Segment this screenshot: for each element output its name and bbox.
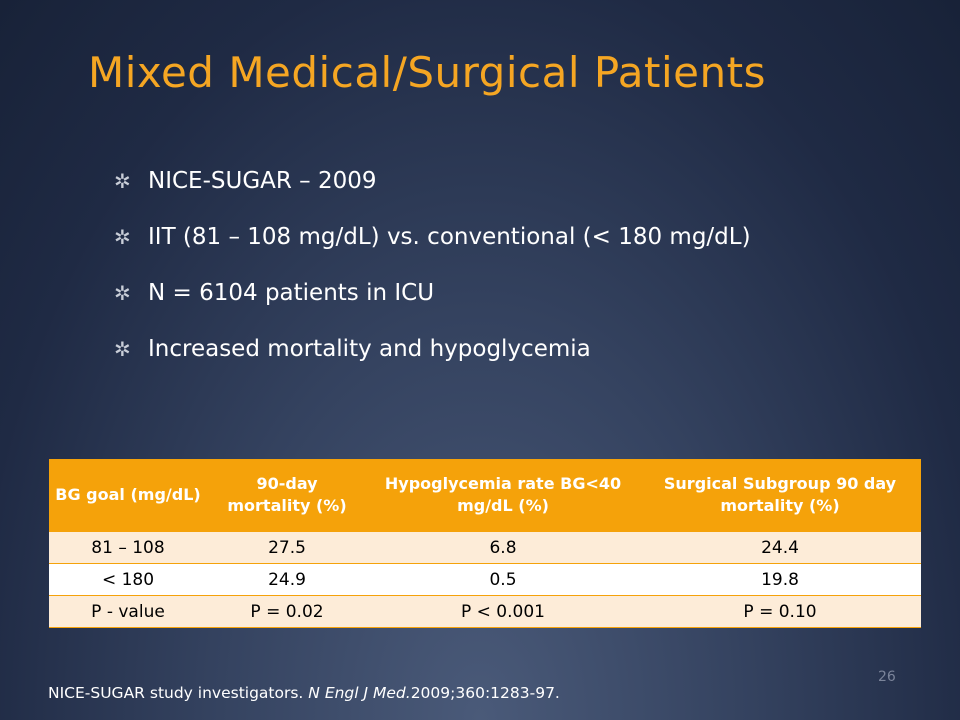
table-cell: P = 0.10 <box>639 595 921 628</box>
table-cell: 27.5 <box>207 531 367 564</box>
table-cell: P < 0.001 <box>367 595 639 628</box>
table-cell: < 180 <box>49 563 207 596</box>
asterisk-bullet-icon: ✲ <box>114 337 131 361</box>
table-cell: P - value <box>49 595 207 628</box>
slide-number: 26 <box>878 669 896 685</box>
asterisk-bullet-icon: ✲ <box>114 169 131 193</box>
bullet-item: ✲ N = 6104 patients in ICU <box>114 276 834 310</box>
citation-journal: N Engl J Med. <box>308 684 411 702</box>
bullet-item: ✲ NICE-SUGAR – 2009 <box>114 164 834 198</box>
bullet-text: IIT (81 – 108 mg/dL) vs. conventional (<… <box>148 224 751 250</box>
bullet-item: ✲ Increased mortality and hypoglycemia <box>114 332 834 366</box>
bullet-list: ✲ NICE-SUGAR – 2009 ✲ IIT (81 – 108 mg/d… <box>114 164 834 388</box>
table-cell: 24.4 <box>639 531 921 564</box>
table-row: < 180 24.9 0.5 19.8 <box>49 563 921 596</box>
table-cell: 0.5 <box>367 563 639 596</box>
citation-authors: NICE-SUGAR study investigators. <box>48 684 309 702</box>
asterisk-bullet-icon: ✲ <box>114 281 131 305</box>
bullet-item: ✲ IIT (81 – 108 mg/dL) vs. conventional … <box>114 220 834 254</box>
table-cell: P = 0.02 <box>207 595 367 628</box>
citation: NICE-SUGAR study investigators. N Engl J… <box>48 684 560 702</box>
slide-title: Mixed Medical/Surgical Patients <box>88 48 766 97</box>
table-cell: 81 – 108 <box>49 531 207 564</box>
table-cell: 19.8 <box>639 563 921 596</box>
citation-details: 2009;360:1283-97. <box>410 684 560 702</box>
header-bg-goal: BG goal (mg/dL) <box>49 459 207 532</box>
results-table: BG goal (mg/dL) 90-day mortality (%) Hyp… <box>49 459 921 628</box>
table-cell: 24.9 <box>207 563 367 596</box>
asterisk-bullet-icon: ✲ <box>114 225 131 249</box>
header-hypoglycemia-rate: Hypoglycemia rate BG<40 mg/dL (%) <box>367 459 639 532</box>
bullet-text: N = 6104 patients in ICU <box>148 280 435 306</box>
table-row: 81 – 108 27.5 6.8 24.4 <box>49 531 921 564</box>
table-row: P - value P = 0.02 P < 0.001 P = 0.10 <box>49 595 921 628</box>
table-cell: 6.8 <box>367 531 639 564</box>
table-header-row: BG goal (mg/dL) 90-day mortality (%) Hyp… <box>49 459 921 532</box>
header-90-day-mortality: 90-day mortality (%) <box>207 459 367 532</box>
bullet-text: NICE-SUGAR – 2009 <box>148 168 377 194</box>
header-surgical-subgroup: Surgical Subgroup 90 day mortality (%) <box>639 459 921 532</box>
bullet-text: Increased mortality and hypoglycemia <box>148 336 591 362</box>
